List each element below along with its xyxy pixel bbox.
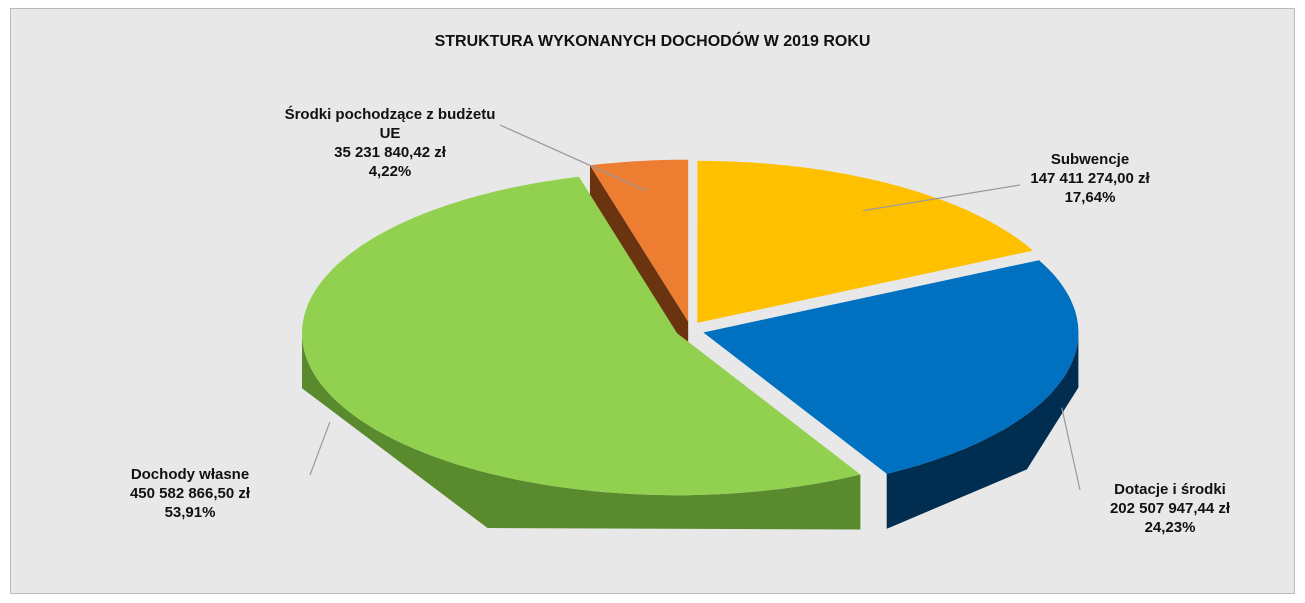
slice [697, 160, 1033, 323]
percent-label: 24,23% [1144, 519, 1196, 536]
data-label: Subwencje 147 411 274,00 zł 17,64% [970, 150, 1210, 207]
slice [590, 159, 689, 322]
percent-label: 4,22% [368, 163, 412, 180]
percent-label: 17,64% [1064, 189, 1116, 206]
data-label: Dotacje i środki 202 507 947,44 zł 24,23% [1050, 480, 1290, 537]
data-label: Dochody własne 450 582 866,50 zł 53,91% [70, 465, 310, 522]
chart-title: STRUKTURA WYKONANYCH DOCHODÓW W 2019 ROK… [434, 33, 871, 50]
category-label: Dotacje i środki [1114, 481, 1226, 498]
value-label: 202 507 947,44 zł [1109, 500, 1231, 517]
leader-line [499, 124, 647, 192]
leader-line [1061, 407, 1081, 491]
leader-line [863, 184, 1021, 212]
data-label: Środki pochodzące z budżetu UE 35 231 840… [275, 105, 505, 181]
percent-label: 53,91% [164, 504, 216, 521]
value-label: 450 582 866,50 zł [129, 485, 251, 502]
category-label: Subwencje [1050, 151, 1130, 168]
value-label: 35 231 840,42 zł [334, 144, 446, 161]
category-label: Dochody własne [130, 466, 250, 483]
leader-line [309, 421, 331, 476]
slice [703, 260, 1079, 474]
value-label: 147 411 274,00 zł [1030, 170, 1150, 187]
slice-side [886, 332, 1079, 529]
slice-side [302, 333, 861, 530]
category-label: Środki pochodzące z budżetu UE [284, 106, 496, 142]
slice [302, 176, 861, 496]
